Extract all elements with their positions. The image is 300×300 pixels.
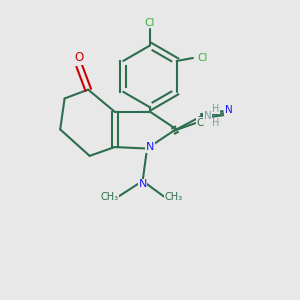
Text: Cl: Cl xyxy=(197,53,208,63)
Text: N: N xyxy=(225,105,233,115)
Text: C: C xyxy=(196,118,204,128)
Text: N: N xyxy=(203,111,211,121)
Text: Cl: Cl xyxy=(145,18,155,28)
Text: CH₃: CH₃ xyxy=(100,192,118,202)
Text: N: N xyxy=(139,179,147,190)
Text: N: N xyxy=(146,142,154,152)
Text: H: H xyxy=(212,118,219,128)
Text: CH₃: CH₃ xyxy=(164,192,183,202)
Text: H: H xyxy=(212,104,219,114)
Text: O: O xyxy=(75,51,84,64)
